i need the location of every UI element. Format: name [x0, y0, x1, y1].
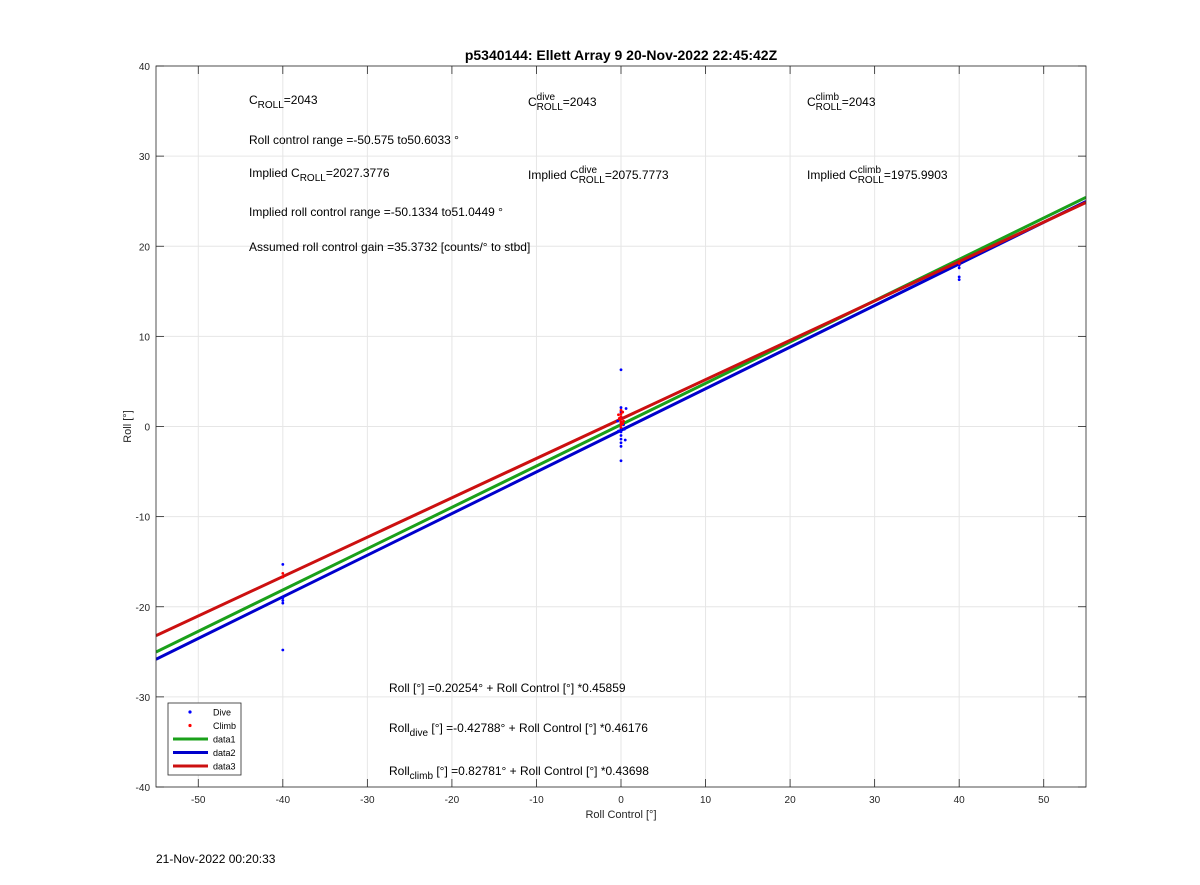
y-tick-label: 30 — [139, 152, 151, 163]
x-tick-label: -40 — [276, 795, 291, 806]
x-tick-label: -30 — [360, 795, 375, 806]
x-tick-label: 20 — [785, 795, 797, 806]
x-tick-label: -10 — [529, 795, 544, 806]
assumed-gain-label: Assumed roll control gain =35.3732 [coun… — [249, 240, 530, 254]
fit-equation-dive: Rolldive [°] =-0.42788° + Roll Control [… — [389, 721, 648, 739]
y-tick-label: 10 — [139, 332, 151, 343]
dive-point — [619, 434, 623, 437]
climb-point — [617, 416, 621, 420]
x-tick-label: -20 — [445, 795, 460, 806]
climb-point — [957, 261, 961, 265]
dive-point — [622, 427, 626, 431]
climb-point — [619, 412, 623, 416]
y-tick-label: -10 — [136, 513, 151, 524]
chart-title: p5340144: Ellett Array 9 20-Nov-2022 22:… — [465, 47, 778, 63]
roll-control-range-label: Roll control range =-50.575 to50.6033 ° — [249, 133, 459, 147]
dive-point — [619, 459, 623, 463]
dive-point — [619, 437, 623, 441]
dive-point — [957, 278, 961, 281]
dive-point — [281, 599, 285, 602]
legend: Dive Climb data1 data2 data3 — [167, 702, 242, 776]
climb-point — [619, 415, 623, 418]
x-tick-label: -50 — [191, 795, 206, 806]
x-tick-label: 10 — [700, 795, 712, 806]
dive-point — [957, 275, 961, 279]
legend-label: data3 — [213, 762, 236, 772]
climb-point — [621, 422, 625, 426]
dive-point — [619, 406, 623, 409]
y-tick-label: -40 — [136, 783, 151, 794]
climb-point — [619, 426, 623, 429]
climb-point — [281, 575, 285, 579]
c-roll-climb-label: Cclimb ROLL=2043 — [807, 92, 876, 113]
y-tick-label: 20 — [139, 242, 151, 253]
dive-point — [619, 444, 623, 448]
fit-equation-all: Roll [°] =0.20254° + Roll Control [°] *0… — [389, 681, 626, 695]
x-axis-label: Roll Control [°] — [585, 809, 656, 821]
climb-point — [619, 420, 623, 424]
y-tick-label: 0 — [144, 423, 150, 434]
c-roll-label: CROLL=2043 — [249, 93, 318, 111]
dive-point — [617, 429, 620, 433]
dive-point — [281, 601, 285, 605]
dive-point — [623, 438, 627, 442]
dive-point — [281, 596, 285, 600]
dive-point — [957, 266, 961, 270]
dive-point — [281, 562, 285, 566]
dive-point — [624, 407, 628, 410]
climb-point — [281, 572, 285, 575]
dive-point — [619, 441, 623, 445]
y-tick-label: -20 — [136, 603, 151, 614]
climb-point — [622, 419, 625, 423]
y-axis-label: Roll [°] — [122, 410, 134, 443]
fit-equation-climb: Rollclimb [°] =0.82781° + Roll Control [… — [389, 764, 649, 782]
implied-roll-control-range-label: Implied roll control range =-50.1334 to5… — [249, 205, 503, 219]
legend-marker-dive — [188, 710, 192, 714]
implied-c-roll-label: Implied CROLL=2027.3776 — [249, 166, 390, 184]
x-tick-label: 40 — [954, 795, 966, 806]
climb-point — [619, 408, 623, 412]
legend-label: Climb — [213, 721, 236, 731]
x-tick-label: 50 — [1038, 795, 1050, 806]
climb-point — [621, 410, 625, 414]
legend-label: data1 — [213, 735, 236, 745]
implied-c-roll-climb-label: Implied Cclimb ROLL=1975.9903 — [807, 165, 948, 186]
y-tick-label: 40 — [139, 62, 151, 73]
implied-c-roll-dive-label: Implied Cdive ROLL=2075.7773 — [528, 165, 669, 186]
dive-point — [619, 368, 623, 372]
dive-point — [619, 430, 623, 434]
climb-point — [617, 413, 620, 417]
legend-label: Dive — [213, 708, 231, 718]
dive-point — [616, 419, 620, 423]
data-layer — [156, 196, 1086, 661]
c-roll-dive-label: Cdive ROLL=2043 — [528, 92, 597, 113]
legend-marker-climb — [188, 723, 192, 728]
footer-timestamp: 21-Nov-2022 00:20:33 — [156, 852, 276, 866]
legend-label: data2 — [213, 748, 236, 758]
x-tick-label: 0 — [618, 795, 624, 806]
y-tick-label: -30 — [136, 693, 151, 704]
fit-line-data2 — [156, 200, 1086, 661]
x-tick-label: 30 — [869, 795, 881, 806]
dive-point — [281, 648, 285, 652]
